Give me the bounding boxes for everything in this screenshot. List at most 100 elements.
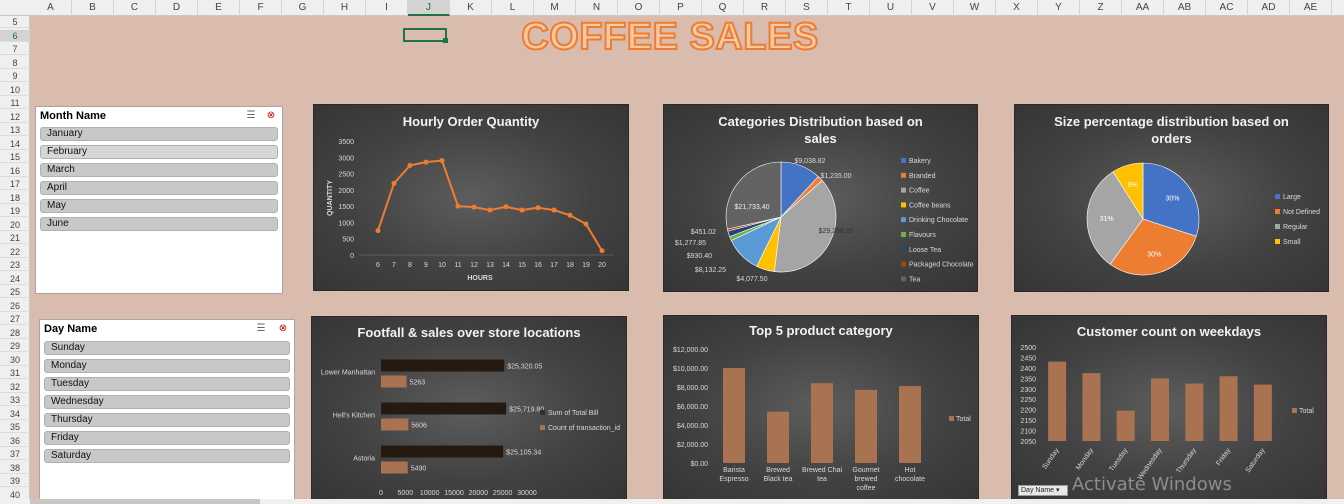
column-header[interactable]: M bbox=[534, 0, 576, 16]
slicer-item-monday[interactable]: Monday bbox=[44, 359, 290, 373]
day-slicer[interactable]: Day Name ☰ ⊗ Sunday Monday Tuesday Wednesda… bbox=[39, 319, 295, 501]
row-header[interactable]: 33 bbox=[0, 394, 30, 406]
row-header[interactable]: 30 bbox=[0, 354, 30, 366]
column-header[interactable]: I bbox=[366, 0, 408, 16]
row-header[interactable]: 31 bbox=[0, 367, 30, 379]
row-header[interactable]: 37 bbox=[0, 448, 30, 460]
row-header[interactable]: 5 bbox=[0, 16, 30, 28]
slicer-item-wednesday[interactable]: Wednesday bbox=[44, 395, 290, 409]
row-header[interactable]: 38 bbox=[0, 462, 30, 474]
row-header[interactable]: 27 bbox=[0, 313, 30, 325]
row-header[interactable]: 28 bbox=[0, 327, 30, 339]
pivot-field-button[interactable]: Day Name ▾ bbox=[1018, 485, 1068, 496]
slicer-item-january[interactable]: January bbox=[40, 127, 278, 141]
row-header[interactable]: 12 bbox=[0, 111, 30, 123]
row-header[interactable]: 24 bbox=[0, 273, 30, 285]
column-header[interactable]: Z bbox=[1080, 0, 1122, 16]
column-header[interactable]: K bbox=[450, 0, 492, 16]
column-header[interactable]: A bbox=[30, 0, 72, 16]
row-header[interactable]: 10 bbox=[0, 84, 30, 96]
clear-filter-icon[interactable]: ⊗ bbox=[266, 110, 276, 121]
slicer-item-friday[interactable]: Friday bbox=[44, 431, 290, 445]
row-header[interactable]: 11 bbox=[0, 97, 30, 109]
column-header[interactable]: F bbox=[240, 0, 282, 16]
column-header[interactable]: C bbox=[114, 0, 156, 16]
column-header[interactable]: AD bbox=[1248, 0, 1290, 16]
column-header[interactable]: X bbox=[996, 0, 1038, 16]
row-header[interactable]: 8 bbox=[0, 57, 30, 69]
column-header[interactable]: E bbox=[198, 0, 240, 16]
column-header[interactable]: AB bbox=[1164, 0, 1206, 16]
column-header[interactable]: R bbox=[744, 0, 786, 16]
column-header[interactable]: AE bbox=[1290, 0, 1332, 16]
row-header[interactable]: 14 bbox=[0, 138, 30, 150]
slicer-item-april[interactable]: April bbox=[40, 181, 278, 195]
row-header[interactable]: 26 bbox=[0, 300, 30, 312]
multi-select-icon[interactable]: ☰ bbox=[256, 323, 266, 334]
column-header[interactable]: V bbox=[912, 0, 954, 16]
column-header[interactable]: W bbox=[954, 0, 996, 16]
row-header[interactable]: 17 bbox=[0, 178, 30, 190]
row-header[interactable]: 25 bbox=[0, 286, 30, 298]
hourly-order-chart[interactable]: Hourly Order Quantity 0 500 1000 1500 2000 25… bbox=[313, 104, 629, 291]
slicer-item-june[interactable]: June bbox=[40, 217, 278, 231]
column-header[interactable]: S bbox=[786, 0, 828, 16]
category-pie-chart[interactable]: Categories Distribution based on sales $… bbox=[663, 104, 978, 292]
column-header[interactable]: N bbox=[576, 0, 618, 16]
column-header[interactable]: P bbox=[660, 0, 702, 16]
row-header[interactable]: 21 bbox=[0, 232, 30, 244]
row-header[interactable]: 34 bbox=[0, 408, 30, 420]
row-header[interactable]: 18 bbox=[0, 192, 30, 204]
slicer-item-thursday[interactable]: Thursday bbox=[44, 413, 290, 427]
month-slicer[interactable]: Month Name ☰ ⊗ January February March April… bbox=[35, 106, 283, 294]
column-header[interactable]: Q bbox=[702, 0, 744, 16]
column-header[interactable]: AC bbox=[1206, 0, 1248, 16]
weekday-customer-chart[interactable]: Customer count on weekdays 2050 2100 2150 2… bbox=[1011, 315, 1327, 501]
bar bbox=[381, 359, 505, 372]
row-header[interactable]: 7 bbox=[0, 43, 30, 55]
row-header[interactable]: 20 bbox=[0, 219, 30, 231]
size-pie-chart[interactable]: Size percentage distribution based on or… bbox=[1014, 104, 1329, 292]
row-header[interactable]: 36 bbox=[0, 435, 30, 447]
horizontal-scrollbar[interactable] bbox=[0, 499, 1344, 504]
fill-handle[interactable] bbox=[443, 38, 448, 43]
store-location-chart[interactable]: Footfall & sales over store locations 0 5… bbox=[311, 316, 627, 501]
slicer-item-sunday[interactable]: Sunday bbox=[44, 341, 290, 355]
multi-select-icon[interactable]: ☰ bbox=[246, 110, 256, 121]
column-header[interactable]: H bbox=[324, 0, 366, 16]
row-header[interactable]: 29 bbox=[0, 340, 30, 352]
column-header[interactable]: D bbox=[156, 0, 198, 16]
column-header[interactable]: AA bbox=[1122, 0, 1164, 16]
slicer-item-tuesday[interactable]: Tuesday bbox=[44, 377, 290, 391]
row-header[interactable]: 22 bbox=[0, 246, 30, 258]
data-point bbox=[455, 203, 461, 209]
row-header[interactable]: 16 bbox=[0, 165, 30, 177]
row-header[interactable]: 9 bbox=[0, 70, 30, 82]
column-header[interactable]: U bbox=[870, 0, 912, 16]
row-header[interactable]: 15 bbox=[0, 151, 30, 163]
column-header[interactable]: L bbox=[492, 0, 534, 16]
row-header[interactable]: 23 bbox=[0, 259, 30, 271]
column-header[interactable]: G bbox=[282, 0, 324, 16]
clear-filter-icon[interactable]: ⊗ bbox=[278, 323, 288, 334]
column-header[interactable]: J bbox=[408, 0, 450, 16]
row-header[interactable]: 19 bbox=[0, 205, 30, 217]
row-header[interactable]: 6 bbox=[0, 29, 30, 42]
row-header[interactable]: 35 bbox=[0, 421, 30, 433]
column-header[interactable]: B bbox=[72, 0, 114, 16]
column-header[interactable]: T bbox=[828, 0, 870, 16]
column-header[interactable]: Y bbox=[1038, 0, 1080, 16]
selected-cell[interactable] bbox=[403, 28, 448, 43]
slicer-item-february[interactable]: February bbox=[40, 145, 278, 159]
slicer-item-march[interactable]: March bbox=[40, 163, 278, 177]
row-header[interactable]: 13 bbox=[0, 124, 30, 136]
top-product-chart[interactable]: Top 5 product category $0.00 $2,000.00 $4,… bbox=[663, 315, 979, 501]
scrollbar-thumb[interactable] bbox=[30, 499, 260, 504]
slicer-item-saturday[interactable]: Saturday bbox=[44, 449, 290, 463]
activation-watermark: Activate Windows bbox=[1072, 474, 1232, 495]
column-header[interactable]: O bbox=[618, 0, 660, 16]
row-header[interactable]: 39 bbox=[0, 475, 30, 487]
row-header[interactable]: 32 bbox=[0, 381, 30, 393]
slicer-item-may[interactable]: May bbox=[40, 199, 278, 213]
